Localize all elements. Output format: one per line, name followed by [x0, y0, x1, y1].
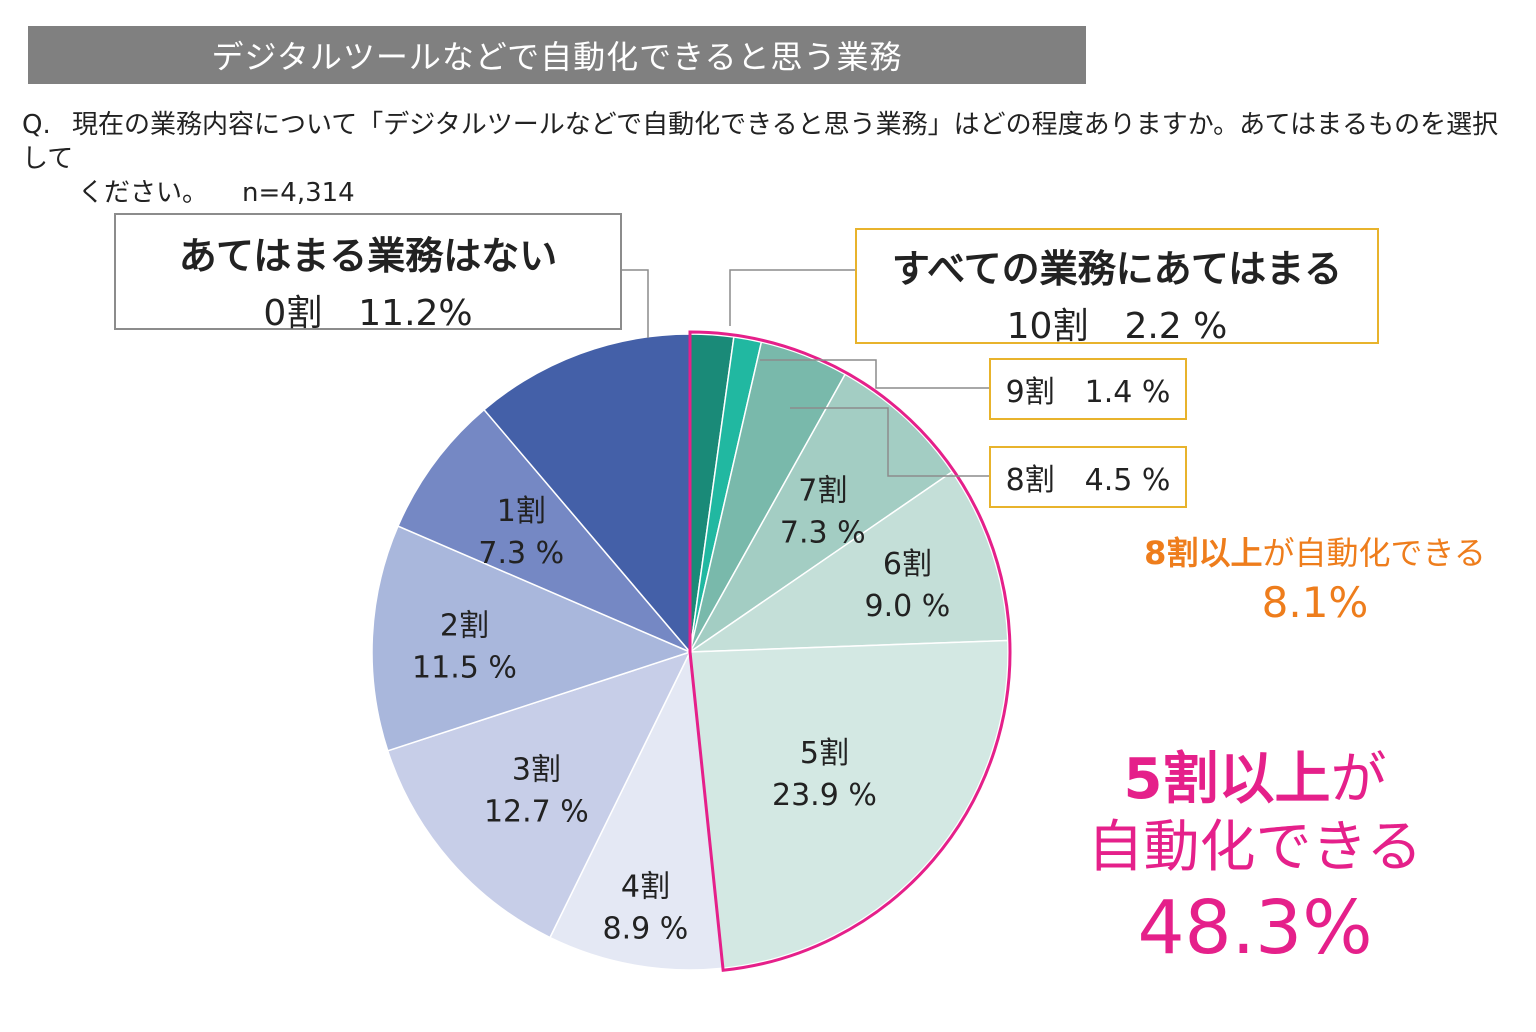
summary-50-plus-value: 48.3%	[1137, 885, 1373, 971]
leader-line-10-wari	[729, 269, 855, 326]
pie-slice-5-wari	[689, 639, 1009, 970]
sample-size: n=4,314	[242, 178, 355, 208]
question-body: 現在の業務内容について「デジタルツールなどで自動化できると思う業務」はどの程度あ…	[22, 110, 1499, 174]
summary-80-plus-rest: が自動化できる	[1262, 534, 1486, 572]
summary-80-plus-label: 8割以上が自動化できる	[1100, 528, 1530, 574]
question-body-cont: ください。	[78, 178, 209, 208]
slice-label-7-wari: 7割	[798, 473, 847, 508]
pie-slice-3-wari	[386, 650, 692, 939]
summary-50-plus-label: 5割以上が	[1040, 748, 1470, 812]
question-text: Q. 現在の業務内容について「デジタルツールなどで自動化できると思う業務」はどの程…	[22, 108, 1522, 210]
question-prefix: Q.	[22, 110, 51, 140]
slice-value-3-wari: 12.7 %	[484, 794, 589, 829]
pie-slice-4-wari	[548, 649, 724, 971]
summary-80-plus-value: 8.1%	[1261, 578, 1369, 627]
page-title: デジタルツールなどで自動化できると思う業務	[28, 26, 1086, 84]
slice-label-2-wari: 2割	[440, 609, 489, 644]
callout-no-tasks-value: 0割 11.2%	[263, 293, 473, 334]
callout-all-tasks: すべての業務にあてはまる 10割 2.2 %	[855, 228, 1379, 347]
slice-label-1-wari: 1割	[497, 494, 546, 529]
pie-slice-1-wari	[397, 408, 691, 653]
slice-label-3-wari: 3割	[512, 752, 561, 787]
question-line-1: Q. 現在の業務内容について「デジタルツールなどで自動化できると思う業務」はどの程…	[22, 108, 1522, 176]
pie-slice-7-wari	[689, 373, 954, 653]
callout-no-tasks-title: あてはまる業務はない	[178, 234, 558, 278]
summary-50-plus-rest: が	[1330, 747, 1387, 812]
highlight-outline-50-plus	[688, 330, 1012, 972]
slice-value-5-wari: 23.9 %	[772, 778, 877, 813]
question-line-2: ください。 n=4,314	[22, 176, 1522, 210]
callout-no-tasks: あてはまる業務はない 0割 11.2%	[114, 213, 622, 334]
summary-80-plus: 8割以上が自動化できる 8.1%	[1100, 528, 1530, 627]
summary-50-plus-bold: 5割以上	[1123, 747, 1331, 812]
callout-90-percent: 9割 1.4 %	[989, 358, 1187, 420]
slice-value-6-wari: 9.0 %	[865, 589, 951, 624]
leader-line-0-wari	[618, 269, 649, 338]
leader-line-9-wari	[760, 359, 989, 389]
callout-all-tasks-value: 10割 2.2 %	[1006, 306, 1228, 347]
slice-label-4-wari: 4割	[621, 869, 670, 904]
summary-80-plus-bold: 8割以上	[1144, 534, 1263, 572]
slice-value-4-wari: 8.9 %	[603, 911, 689, 946]
slice-label-5-wari: 5割	[800, 736, 849, 771]
pie-slice-2-wari	[371, 525, 693, 752]
pie-slice-6-wari	[687, 470, 1009, 653]
leader-line-8-wari	[790, 407, 989, 477]
callout-80-percent: 8割 4.5 %	[989, 446, 1187, 508]
slice-value-2-wari: 11.5 %	[412, 651, 517, 686]
summary-50-plus: 5割以上が 自動化できる 48.3%	[1040, 748, 1470, 972]
pie-slice-0-wari	[483, 333, 691, 655]
summary-50-plus-line2: 自動化できる	[1087, 815, 1423, 880]
callout-all-tasks-title: すべての業務にあてはまる	[891, 247, 1343, 291]
slice-value-1-wari: 7.3 %	[478, 536, 564, 571]
slice-label-6-wari: 6割	[883, 547, 932, 582]
slice-value-7-wari: 7.3 %	[780, 515, 866, 550]
